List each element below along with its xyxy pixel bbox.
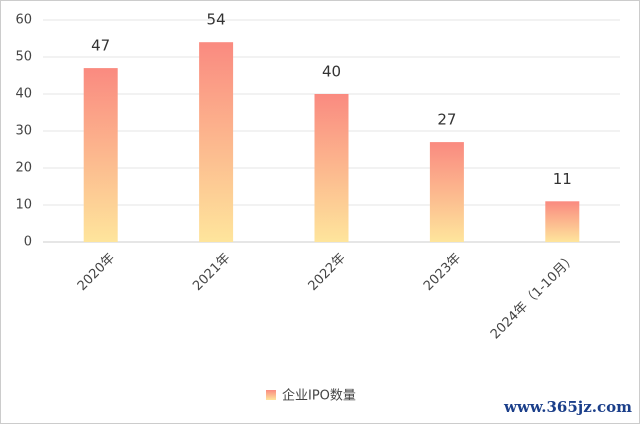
y-tick-label: 20 (15, 161, 32, 176)
legend-label: 企业IPO数量 (282, 388, 356, 404)
watermark: www.365jz.com (503, 398, 632, 416)
y-tick-label: 40 (15, 87, 32, 102)
value-label: 27 (437, 111, 456, 129)
bar (83, 68, 118, 242)
legend-swatch (266, 390, 276, 400)
bar (545, 201, 580, 242)
y-tick-label: 10 (15, 198, 32, 213)
y-tick-label: 60 (15, 13, 32, 28)
bar (314, 94, 349, 242)
value-label: 54 (207, 11, 226, 29)
value-label: 11 (553, 170, 572, 188)
y-tick-label: 50 (15, 50, 32, 65)
bar (199, 42, 234, 243)
bar (429, 142, 464, 242)
value-label: 40 (322, 63, 341, 81)
y-tick-label: 30 (15, 124, 32, 139)
y-tick-label: 0 (24, 235, 32, 250)
value-label: 47 (91, 37, 110, 55)
